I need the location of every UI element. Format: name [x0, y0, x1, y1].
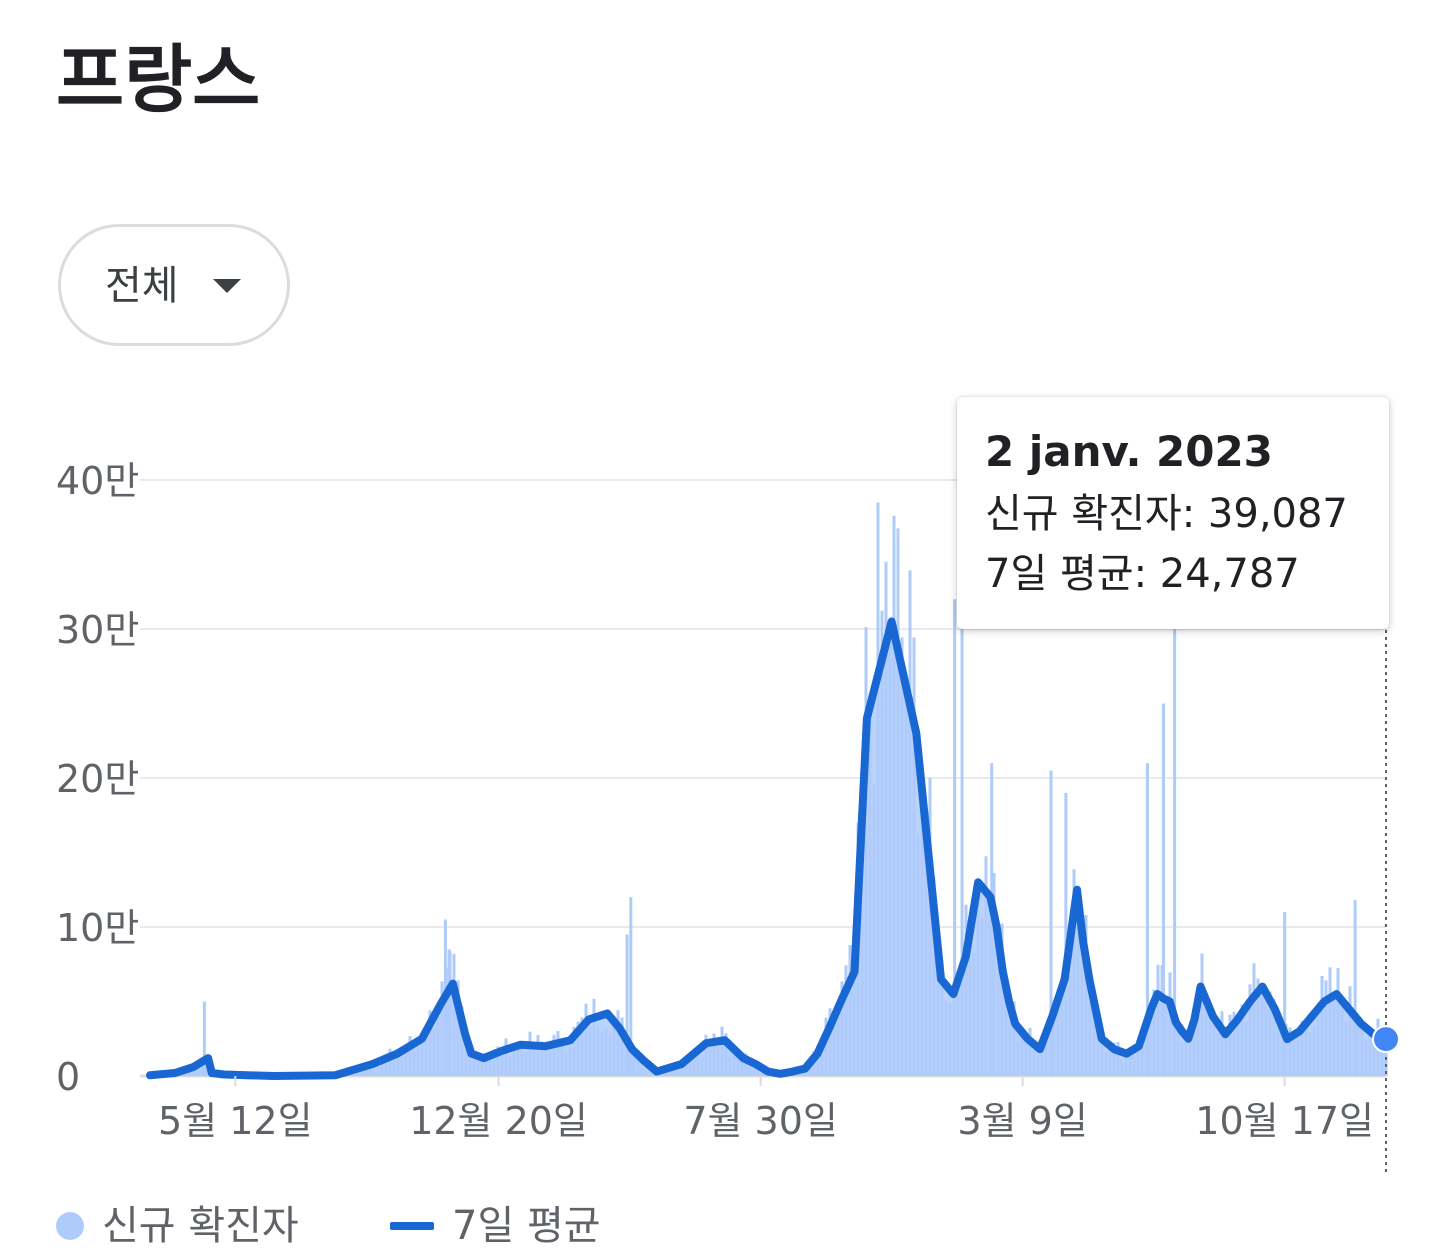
tooltip-average-value: 24,787: [1159, 551, 1300, 597]
legend-item-average[interactable]: 7일 평균: [390, 1200, 601, 1252]
caret-down-icon: [213, 279, 241, 293]
seven-day-average-line: [146, 617, 1400, 1176]
x-tick-label: 7월 30일: [683, 1099, 838, 1143]
daily-case-bar: [1064, 792, 1068, 1076]
daily-case-bar: [1162, 703, 1166, 1076]
y-tick-label: 40만: [56, 459, 139, 503]
daily-case-bar: [1353, 900, 1357, 1076]
axes: 0 10만 20만 30만 40만 5월 12일 12월 20일 7월 30일 3월 9일 10월…: [56, 459, 1374, 1143]
y-tick-label: 20만: [56, 757, 139, 801]
daily-case-bar: [960, 554, 964, 1076]
legend-line-icon: [390, 1222, 434, 1230]
legend-dot-icon: [56, 1212, 84, 1240]
daily-case-bar: [1145, 763, 1149, 1076]
x-tick-label: 10월 17일: [1195, 1099, 1374, 1143]
tooltip-average: 7일 평균: 24,787: [985, 551, 1300, 597]
daily-case-bar: [1173, 629, 1177, 1076]
daily-case-bar: [1283, 912, 1287, 1076]
tooltip-date: 2 janv. 2023: [985, 427, 1273, 476]
y-tick-label: 10만: [56, 906, 139, 950]
hover-point-marker: [1372, 1025, 1400, 1054]
x-tick-label: 5월 12일: [158, 1099, 313, 1143]
x-tick-label: 3월 9일: [957, 1099, 1087, 1143]
data-tooltip: 2 janv. 2023 신규 확진자: 39,087 7일 평균: 24,78…: [957, 397, 1389, 629]
average-line-path: [146, 617, 1390, 1080]
legend-average-label: 7일 평균: [452, 1203, 601, 1249]
y-tick-label: 0: [56, 1055, 80, 1099]
cases-area: [150, 621, 1386, 1076]
filter-label: 전체: [105, 263, 179, 309]
daily-case-bar: [1049, 770, 1053, 1076]
range-filter-dropdown[interactable]: 전체: [58, 224, 290, 346]
daily-case-bar: [629, 897, 633, 1076]
daily-case-bar: [625, 934, 629, 1076]
legend-cases-label: 신규 확진자: [102, 1203, 299, 1249]
daily-case-bar: [953, 599, 957, 1076]
tooltip-cases-label: 신규 확진자: [985, 491, 1182, 537]
legend-item-cases[interactable]: 신규 확진자: [56, 1200, 299, 1252]
tooltip-average-label: 7일 평균: [985, 551, 1134, 597]
daily-case-bar: [202, 1001, 206, 1076]
x-tick-label: 12월 20일: [409, 1099, 588, 1143]
page-title: 프랑스: [56, 37, 261, 123]
tooltip-cases-value: 39,087: [1207, 491, 1348, 537]
cases-area-fill: [150, 621, 1386, 1076]
y-tick-label: 30만: [56, 608, 139, 652]
tooltip-cases: 신규 확진자: 39,087: [985, 491, 1348, 537]
